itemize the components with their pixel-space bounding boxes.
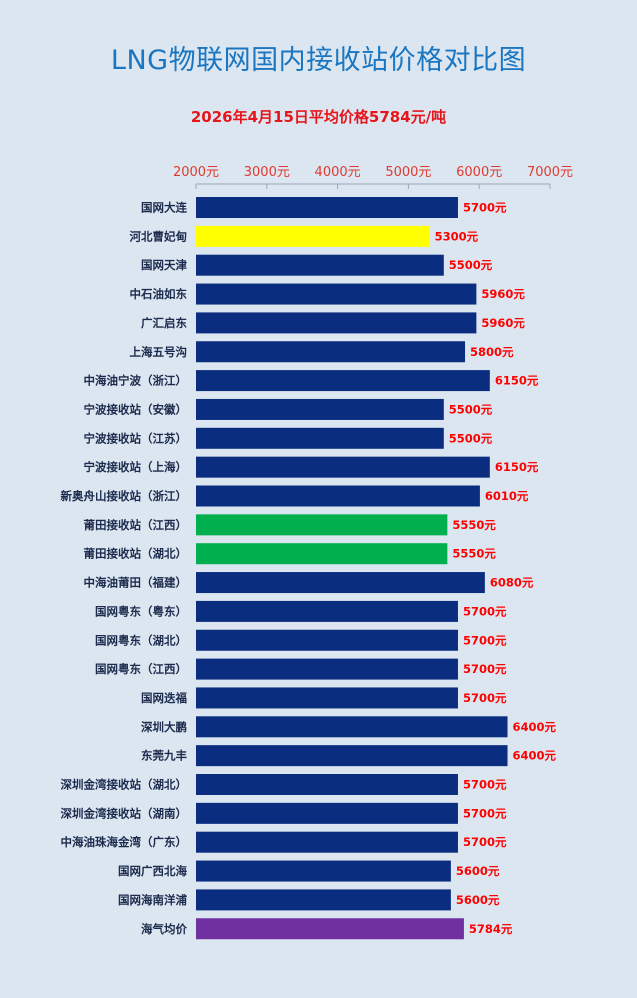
bar — [196, 918, 464, 940]
category-label: 国网迭福 — [141, 691, 187, 705]
bar — [196, 485, 480, 507]
bar — [196, 831, 458, 853]
bar — [196, 889, 451, 911]
category-label: 广汇启东 — [141, 316, 187, 330]
chart-subtitle: 2026年4月15日平均价格5784元/吨 — [190, 108, 447, 126]
category-label: 河北曹妃甸 — [130, 229, 188, 243]
data-label: 5700元 — [463, 633, 507, 647]
bar — [196, 600, 458, 622]
data-label: 6400元 — [513, 749, 557, 763]
bar — [196, 283, 477, 305]
x-tick-label: 3000元 — [244, 165, 290, 180]
x-tick-label: 7000元 — [527, 165, 573, 180]
data-label: 5960元 — [481, 316, 525, 330]
bar — [196, 716, 508, 738]
category-label: 中石油如东 — [130, 287, 188, 301]
bar — [196, 398, 444, 420]
category-label: 中海油宁波（浙江） — [84, 374, 188, 388]
category-label: 深圳金湾接收站（湖北） — [61, 778, 188, 792]
data-label: 5700元 — [463, 806, 507, 820]
category-label: 国网粤东（粤东） — [95, 604, 187, 618]
category-label: 国网天津 — [141, 258, 187, 272]
bar — [196, 427, 444, 449]
x-tick-label: 6000元 — [456, 165, 502, 180]
category-label: 中海油珠海金湾（广东） — [61, 835, 188, 849]
bar — [196, 370, 490, 392]
x-tick-label: 4000元 — [315, 165, 361, 180]
bar — [196, 341, 466, 363]
x-axis: 2000元 3000元 4000元 5000元 6000元 7000元 — [173, 165, 573, 189]
data-label: 5700元 — [463, 835, 507, 849]
data-label: 6400元 — [513, 720, 557, 734]
data-label: 5700元 — [463, 201, 507, 215]
data-label: 5600元 — [456, 893, 500, 907]
bar — [196, 774, 458, 795]
bar — [196, 514, 448, 536]
category-label: 新奥舟山接收站（浙江） — [61, 489, 188, 503]
x-tick-label: 5000元 — [385, 165, 431, 180]
category-label: 海气均价 — [141, 922, 187, 936]
data-label: 5500元 — [449, 402, 493, 416]
bar — [196, 254, 444, 276]
data-label: 5550元 — [452, 547, 496, 561]
category-label: 莆田接收站（湖北） — [84, 547, 188, 561]
category-label: 国网海南洋浦 — [118, 893, 187, 907]
data-label: 5500元 — [449, 258, 493, 272]
data-label: 6150元 — [495, 374, 539, 388]
bar — [196, 745, 508, 767]
bars-group — [196, 197, 508, 940]
bar — [196, 572, 485, 594]
data-label: 6010元 — [485, 489, 529, 503]
data-label: 5800元 — [470, 345, 514, 359]
data-label: 5700元 — [463, 604, 507, 618]
data-label: 5600元 — [456, 864, 500, 878]
data-label: 6150元 — [495, 460, 539, 474]
bar — [196, 225, 430, 247]
category-label: 深圳金湾接收站（湖南） — [61, 806, 188, 820]
category-label: 国网广西北海 — [118, 864, 187, 878]
data-label: 5700元 — [463, 662, 507, 676]
bar — [196, 658, 458, 680]
bar — [196, 860, 451, 882]
category-label: 国网大连 — [141, 201, 187, 215]
data-label: 5500元 — [449, 431, 493, 445]
bar — [196, 629, 458, 651]
category-label: 中海油莆田（福建） — [84, 576, 188, 590]
chart-title: LNG物联网国内接收站价格对比图 — [110, 45, 527, 76]
category-label: 国网粤东（江西） — [95, 662, 187, 676]
category-label: 宁波接收站（安徽） — [84, 402, 188, 416]
data-label: 5960元 — [481, 287, 525, 301]
category-label: 深圳大鹏 — [141, 720, 187, 734]
x-tick-label: 2000元 — [173, 165, 219, 180]
category-label: 莆田接收站（江西） — [84, 518, 188, 532]
bar — [196, 687, 458, 709]
bar — [196, 456, 490, 478]
data-label: 5784元 — [469, 922, 513, 936]
category-label: 上海五号沟 — [130, 345, 188, 359]
category-label: 宁波接收站（上海） — [84, 460, 188, 474]
bar — [196, 802, 458, 824]
category-label: 国网粤东（湖北） — [95, 633, 187, 647]
category-label: 东莞九丰 — [141, 749, 187, 763]
bar — [196, 312, 477, 334]
bar — [196, 543, 448, 565]
bar — [196, 197, 458, 218]
data-label: 5300元 — [435, 229, 479, 243]
data-label: 5700元 — [463, 691, 507, 705]
data-label: 5550元 — [452, 518, 496, 532]
category-label: 宁波接收站（江苏） — [84, 431, 188, 445]
data-label: 6080元 — [490, 576, 534, 590]
data-label: 5700元 — [463, 778, 507, 792]
